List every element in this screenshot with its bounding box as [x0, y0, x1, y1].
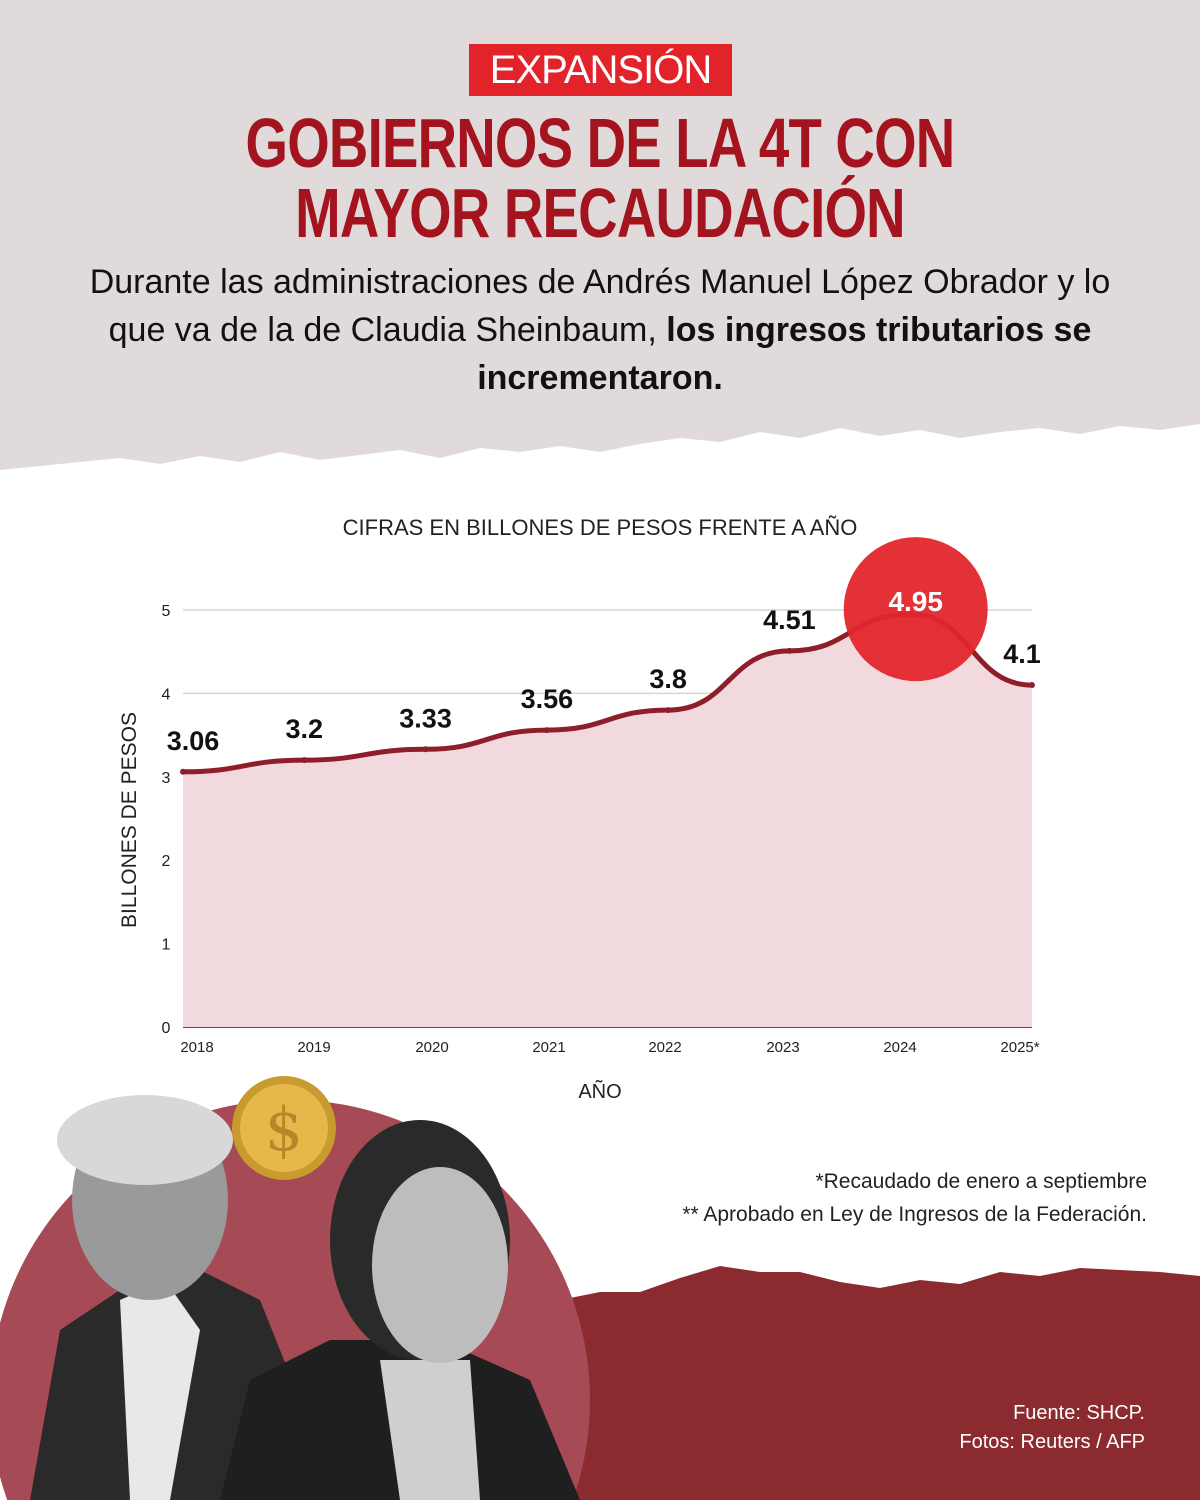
x-tick-label: 2021	[532, 1039, 565, 1056]
x-tick-label: 2022	[648, 1039, 681, 1056]
svg-text:$: $	[265, 1095, 303, 1165]
subtitle-bold: los ingresos tributarios se incrementaro…	[477, 311, 1092, 397]
area-fill	[183, 614, 1032, 1027]
data-label: 3.2	[286, 714, 324, 744]
data-point	[665, 707, 672, 714]
data-point	[543, 727, 550, 734]
chart-title: CIFRAS EN BILLONES DE PESOS FRENTE A AÑO	[343, 515, 858, 540]
y-tick-label: 0	[162, 1020, 171, 1037]
x-tick-label: 2018	[180, 1039, 213, 1056]
data-label: 3.8	[649, 664, 687, 694]
y-tick-label: 5	[162, 603, 171, 620]
subtitle: Durante las administraciones de Andrés M…	[60, 258, 1140, 402]
data-point	[301, 757, 308, 764]
source-text: Fuente: SHCP.	[1013, 1402, 1145, 1424]
highlight-circle	[843, 537, 988, 682]
expansion-logo: EXPANSIÓN	[469, 44, 732, 96]
photo-amlo	[30, 1095, 320, 1500]
page-title: GOBIERNOS DE LA 4T CON MAYOR RECAUDACIÓN	[132, 108, 1068, 248]
y-axis-label: BILLONES DE PESOS	[118, 712, 141, 928]
data-label: 4.1	[1003, 639, 1041, 669]
data-label: 3.06	[167, 726, 220, 756]
title-line-2: MAYOR RECAUDACIÓN	[295, 174, 905, 252]
data-point	[1029, 682, 1035, 689]
x-tick-label: 2024	[883, 1039, 916, 1056]
data-label: 4.95	[888, 586, 943, 617]
x-tick-label: 2023	[766, 1039, 799, 1056]
x-axis-label: AÑO	[578, 1079, 621, 1103]
footnote-1: *Recaudado de enero a septiembre	[815, 1170, 1147, 1193]
title-line-1: GOBIERNOS DE LA 4T CON	[245, 104, 956, 182]
data-label: 3.33	[399, 703, 452, 733]
x-tick-label: 2019	[297, 1039, 330, 1056]
x-tick-label: 2020	[415, 1039, 448, 1056]
y-tick-label: 1	[162, 937, 171, 954]
x-tick-label: 2025*	[1000, 1039, 1039, 1056]
data-point	[180, 768, 186, 775]
coin-icon: $	[232, 1076, 336, 1180]
data-point	[786, 647, 793, 654]
bottom-dark-red-band	[560, 1266, 1200, 1500]
photo-sheinbaum	[220, 1120, 580, 1500]
data-point	[422, 746, 429, 753]
y-tick-label: 3	[162, 770, 171, 787]
footnote-2: ** Aprobado en Ley de Ingresos de la Fed…	[682, 1203, 1147, 1226]
subtitle-text: Durante las administraciones de Andrés M…	[89, 263, 1111, 349]
photo-credit: Fotos: Reuters / AFP	[959, 1431, 1145, 1453]
y-tick-label: 4	[162, 686, 171, 703]
y-tick-label: 2	[162, 853, 171, 870]
data-label: 3.56	[521, 684, 574, 714]
data-label: 4.51	[763, 605, 816, 635]
